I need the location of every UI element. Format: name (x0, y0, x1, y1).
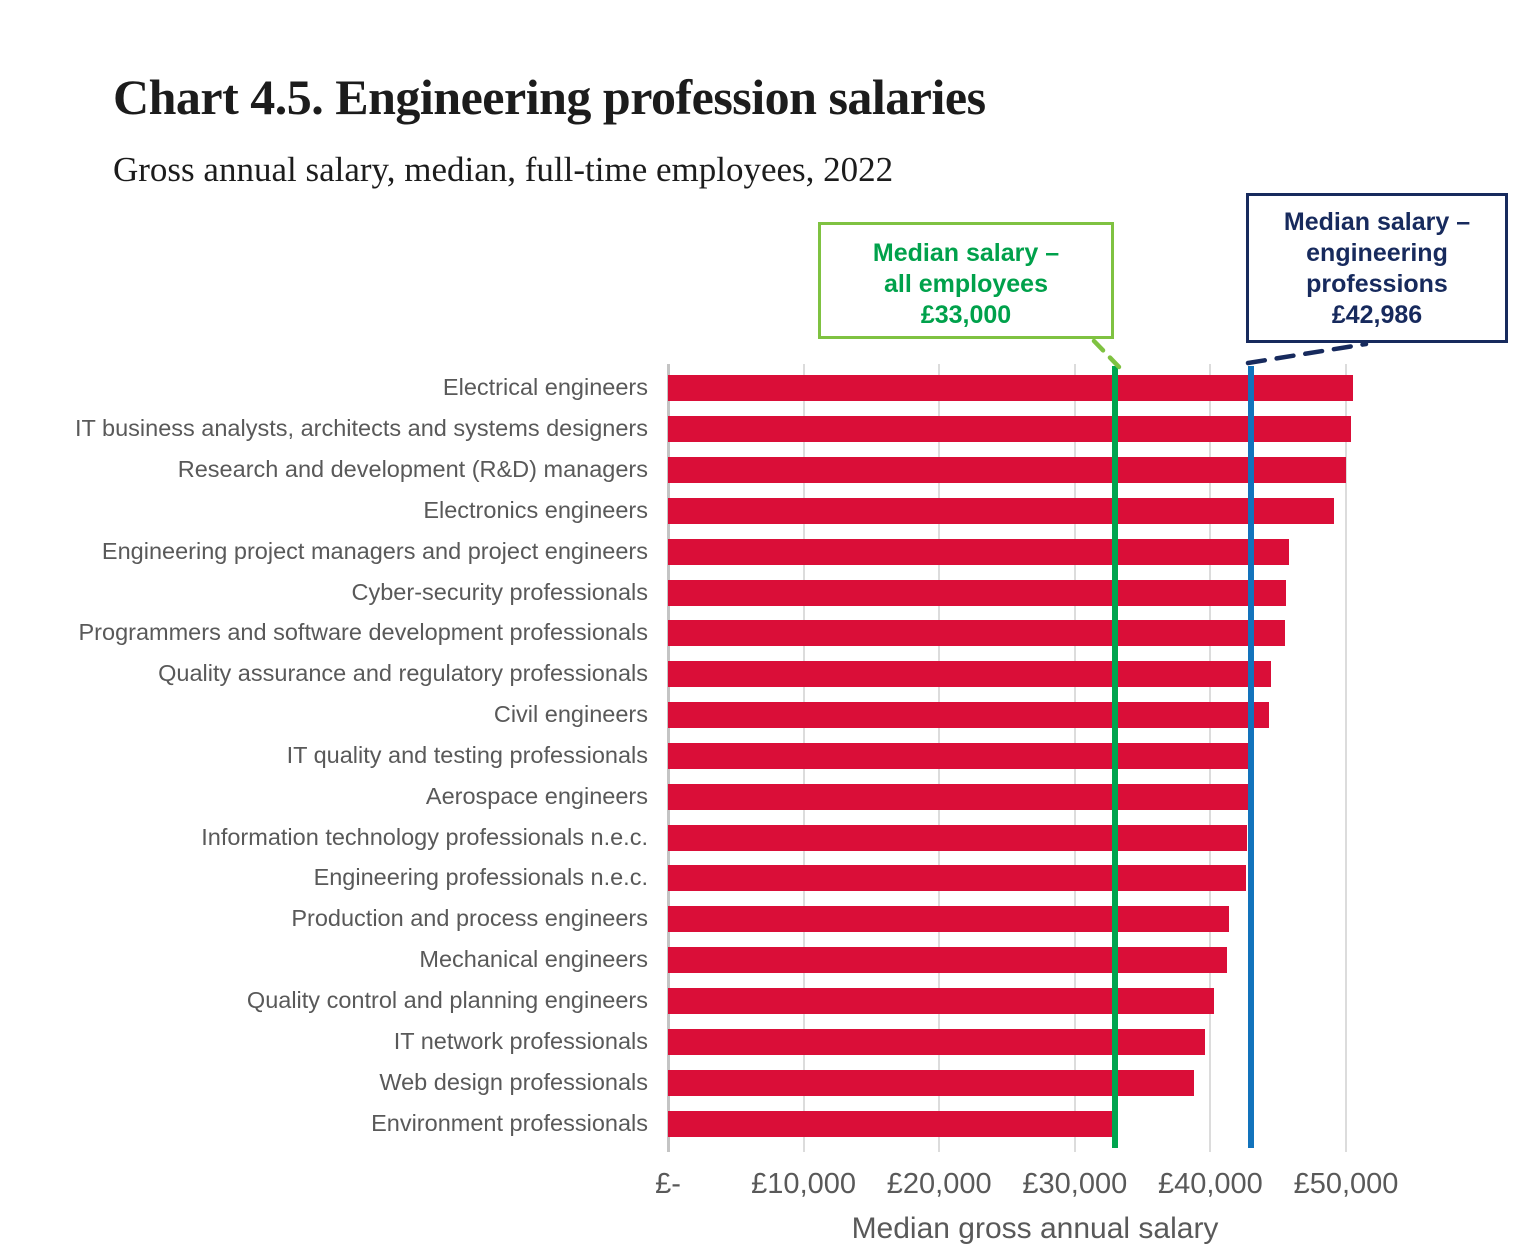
category-label: Research and development (R&D) managers (177, 456, 648, 483)
category-label: Production and process engineers (291, 905, 648, 932)
chart-subtitle: Gross annual salary, median, full-time e… (113, 150, 894, 189)
category-label: Quality assurance and regulatory profess… (158, 660, 648, 687)
salary-bar (668, 824, 1247, 851)
category-label: Information technology professionals n.e… (201, 823, 648, 850)
x-tick-label: £30,000 (1022, 1168, 1128, 1200)
salary-bar (668, 988, 1215, 1014)
salary-bar (668, 783, 1249, 810)
salary-bar (668, 416, 1352, 443)
category-label: Aerospace engineers (425, 782, 648, 809)
salary-bar (668, 702, 1269, 729)
bar-row: IT business analysts, architects and sys… (0, 409, 1526, 450)
salary-bar (668, 497, 1334, 524)
salary-bar (668, 742, 1252, 769)
category-label: Mechanical engineers (419, 946, 648, 973)
gridline (1345, 364, 1347, 1152)
category-label: Web design professionals (379, 1068, 648, 1095)
salary-bar (668, 538, 1290, 565)
bar-row: Information technology professionals n.e… (0, 817, 1526, 858)
bar-row: Quality assurance and regulatory profess… (0, 654, 1526, 695)
category-label: Electronics engineers (423, 496, 648, 523)
bar-row: Engineering professionals n.e.c. (0, 858, 1526, 899)
salary-bar (668, 1028, 1205, 1055)
category-label: Environment professionals (371, 1109, 648, 1136)
bar-row: Quality control and planning engineers (0, 981, 1526, 1022)
x-tick-label: £10,000 (751, 1168, 857, 1200)
bar-row: Engineering project managers and project… (0, 531, 1526, 572)
category-label: Cyber-security professionals (351, 578, 648, 605)
callout-median-all-employees: Median salary – all employees £33,000 (818, 222, 1114, 339)
bar-row: Environment professionals (0, 1103, 1526, 1144)
bar-row: Civil engineers (0, 695, 1526, 736)
category-label: IT network professionals (393, 1027, 648, 1054)
green-leader-line (1091, 338, 1122, 370)
category-label: Quality control and planning engineers (246, 987, 648, 1013)
bar-row: Production and process engineers (0, 899, 1526, 940)
salary-bar (668, 620, 1285, 647)
bar-row: Electronics engineers (0, 491, 1526, 532)
category-label: Electrical engineers (442, 374, 648, 401)
x-tick-label: £20,000 (886, 1168, 992, 1200)
salary-bar (668, 906, 1230, 933)
category-label: Civil engineers (493, 701, 648, 728)
salary-bar (668, 1110, 1116, 1137)
salary-bar (668, 457, 1346, 484)
salary-bar (668, 947, 1227, 974)
salary-bar (668, 375, 1353, 402)
category-label: IT business analysts, architects and sys… (75, 415, 648, 442)
salary-bar (668, 1069, 1195, 1096)
bar-row: IT quality and testing professionals (0, 736, 1526, 777)
bar-row: Programmers and software development pro… (0, 613, 1526, 654)
bar-row: Research and development (R&D) managers (0, 450, 1526, 491)
bar-row: Cyber-security professionals (0, 572, 1526, 613)
median-all-employees-line (1112, 366, 1119, 1148)
x-tick-label: £40,000 (1157, 1168, 1263, 1200)
category-label: Programmers and software development pro… (78, 619, 649, 646)
category-label: IT quality and testing professionals (286, 741, 648, 768)
median-engineering-line (1247, 366, 1254, 1148)
x-tick-label: £50,000 (1293, 1168, 1399, 1200)
callout-median-engineering: Median salary – engineering professions … (1246, 193, 1508, 343)
bar-row: Electrical engineers (0, 368, 1526, 409)
x-tick-label: £- (655, 1168, 681, 1200)
bar-row: Mechanical engineers (0, 940, 1526, 981)
chart-title: Chart 4.5. Engineering profession salari… (113, 69, 986, 125)
bar-row: IT network professionals (0, 1021, 1526, 1062)
category-label: Engineering project managers and project… (101, 537, 648, 564)
category-label: Engineering professionals n.e.c. (313, 864, 648, 891)
bar-row: Web design professionals (0, 1062, 1526, 1103)
navy-leader-line (1245, 341, 1369, 366)
bar-row: Aerospace engineers (0, 776, 1526, 817)
salary-bar (668, 579, 1287, 606)
salary-bar (668, 865, 1246, 892)
salary-bar (668, 661, 1272, 688)
x-axis-title: Median gross annual salary (851, 1212, 1219, 1245)
